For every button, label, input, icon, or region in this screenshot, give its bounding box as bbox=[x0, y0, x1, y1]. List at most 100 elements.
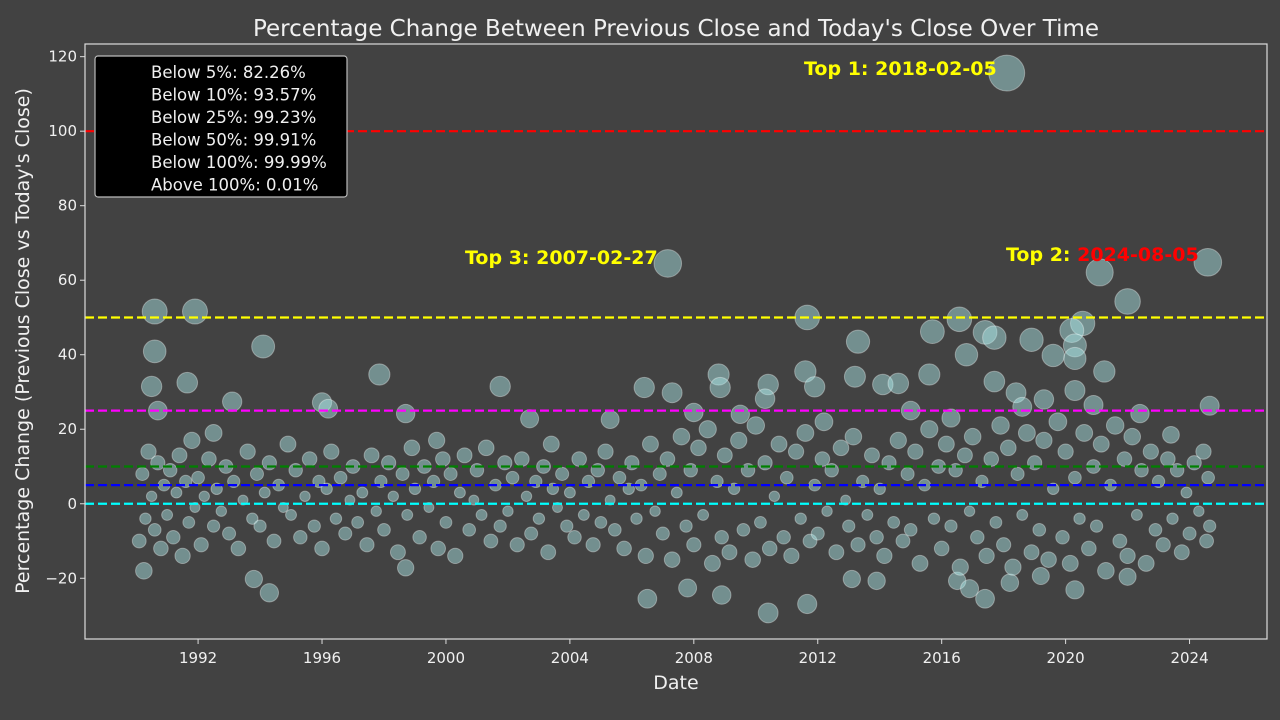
data-point bbox=[174, 547, 191, 565]
data-point bbox=[370, 505, 382, 517]
legend-box bbox=[94, 55, 348, 198]
legend: Below 5%: 82.26% Below 10%: 93.57% Below… bbox=[94, 55, 348, 198]
data-point bbox=[1033, 389, 1055, 410]
data-point bbox=[872, 373, 894, 396]
data-point bbox=[1089, 519, 1104, 533]
data-point bbox=[999, 439, 1017, 457]
data-point bbox=[663, 551, 681, 568]
data-point bbox=[131, 533, 147, 549]
data-point bbox=[907, 443, 924, 460]
data-point bbox=[279, 435, 297, 453]
data-point bbox=[1193, 248, 1223, 277]
data-point bbox=[730, 431, 748, 450]
data-point bbox=[937, 435, 955, 453]
data-point bbox=[307, 519, 321, 533]
data-point bbox=[145, 490, 158, 503]
data-point bbox=[435, 451, 451, 467]
data-point bbox=[690, 439, 707, 457]
data-point bbox=[153, 540, 169, 557]
data-point bbox=[266, 533, 282, 549]
data-point bbox=[524, 526, 539, 541]
data-point bbox=[497, 455, 513, 471]
data-point bbox=[754, 388, 776, 409]
data-point bbox=[867, 571, 886, 591]
data-point bbox=[684, 402, 704, 423]
data-point bbox=[1116, 451, 1133, 467]
data-point bbox=[401, 508, 414, 521]
data-point bbox=[947, 571, 967, 591]
data-point bbox=[1166, 512, 1179, 525]
data-point bbox=[135, 562, 153, 580]
data-point bbox=[714, 530, 729, 545]
data-point bbox=[842, 519, 856, 533]
data-point bbox=[698, 420, 717, 439]
data-point bbox=[423, 502, 435, 513]
data-point bbox=[443, 466, 458, 481]
data-point bbox=[988, 54, 1026, 92]
data-point bbox=[996, 537, 1012, 553]
data-point bbox=[147, 522, 162, 537]
plot-frame bbox=[84, 43, 1268, 640]
data-point bbox=[802, 533, 818, 549]
data-point bbox=[697, 508, 710, 521]
data-point bbox=[989, 515, 1003, 529]
data-point bbox=[333, 470, 348, 485]
data-point bbox=[840, 494, 852, 506]
data-point bbox=[502, 505, 514, 517]
data-point bbox=[1162, 425, 1180, 444]
data-point bbox=[946, 306, 973, 333]
data-point bbox=[258, 486, 271, 499]
y-tick-label: 40 bbox=[58, 346, 77, 364]
data-point bbox=[730, 404, 750, 425]
data-point bbox=[887, 372, 910, 395]
data-point bbox=[1203, 519, 1217, 533]
data-point bbox=[794, 360, 817, 383]
data-point bbox=[1061, 554, 1079, 572]
data-point bbox=[972, 319, 998, 345]
data-point bbox=[757, 602, 779, 624]
data-point bbox=[783, 547, 800, 565]
data-point bbox=[1199, 533, 1215, 549]
data-point bbox=[230, 540, 247, 557]
data-point bbox=[135, 466, 150, 481]
data-point bbox=[1019, 327, 1044, 353]
y-tick-label: 80 bbox=[58, 197, 77, 215]
data-point bbox=[1137, 554, 1155, 572]
data-point bbox=[649, 505, 661, 517]
data-point bbox=[944, 519, 958, 533]
data-point bbox=[832, 439, 850, 457]
data-point bbox=[933, 540, 950, 557]
data-point bbox=[563, 486, 576, 499]
x-axis-label: Date bbox=[653, 672, 698, 694]
data-point bbox=[746, 416, 766, 435]
data-point bbox=[447, 547, 464, 565]
data-point bbox=[951, 558, 969, 576]
data-point bbox=[249, 466, 264, 481]
data-point bbox=[624, 455, 640, 471]
x-tick-label: 2016 bbox=[923, 649, 961, 667]
data-point bbox=[560, 519, 574, 533]
data-point bbox=[514, 451, 530, 467]
data-point bbox=[983, 451, 1000, 467]
data-point bbox=[140, 375, 163, 398]
legend-entry: Below 50%: 99.91% bbox=[151, 131, 316, 150]
data-point bbox=[678, 578, 698, 598]
data-point bbox=[983, 370, 1006, 393]
data-point bbox=[900, 466, 915, 481]
chart-title: Percentage Change Between Previous Close… bbox=[253, 16, 1099, 42]
data-point bbox=[222, 526, 237, 541]
data-point bbox=[359, 537, 375, 553]
data-point bbox=[301, 451, 318, 467]
data-point bbox=[652, 466, 667, 481]
data-point bbox=[919, 319, 945, 345]
data-point bbox=[850, 537, 866, 553]
data-point bbox=[493, 519, 507, 533]
data-point bbox=[876, 547, 893, 565]
y-tick-label: −20 bbox=[45, 569, 77, 587]
data-point bbox=[430, 540, 446, 557]
data-point bbox=[1199, 395, 1220, 416]
data-point bbox=[540, 544, 557, 561]
data-point bbox=[182, 515, 196, 529]
data-point bbox=[1085, 258, 1114, 287]
